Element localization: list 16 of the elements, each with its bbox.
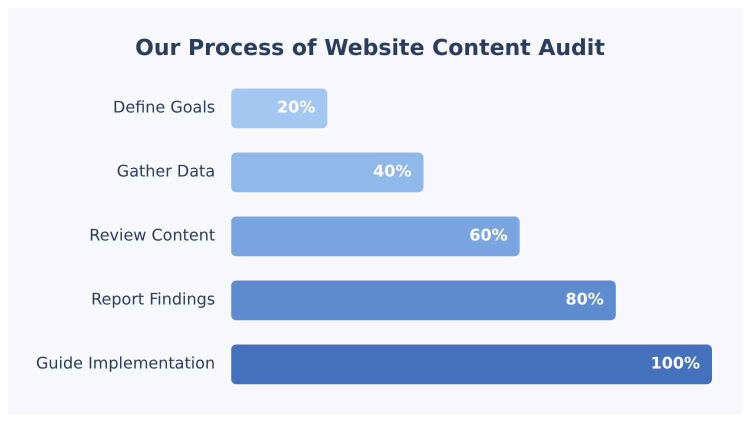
chart-title: Our Process of Website Content Audit (135, 36, 606, 61)
data-label: 100% (650, 354, 700, 373)
y-tick-label: Review Content (89, 226, 216, 245)
bar (231, 344, 712, 384)
y-tick-label: Report Findings (91, 290, 216, 309)
bar (231, 280, 616, 320)
data-label: 40% (373, 162, 412, 181)
data-label: 60% (469, 226, 508, 245)
bar (231, 152, 424, 192)
bar (231, 88, 328, 128)
y-tick-label: Gather Data (116, 162, 216, 181)
data-label: 80% (566, 290, 604, 309)
y-tick-label: Define Goals (113, 98, 216, 117)
y-tick-label: Guide Implementation (36, 354, 216, 373)
data-label: 20% (276, 98, 316, 117)
bar (231, 216, 520, 256)
